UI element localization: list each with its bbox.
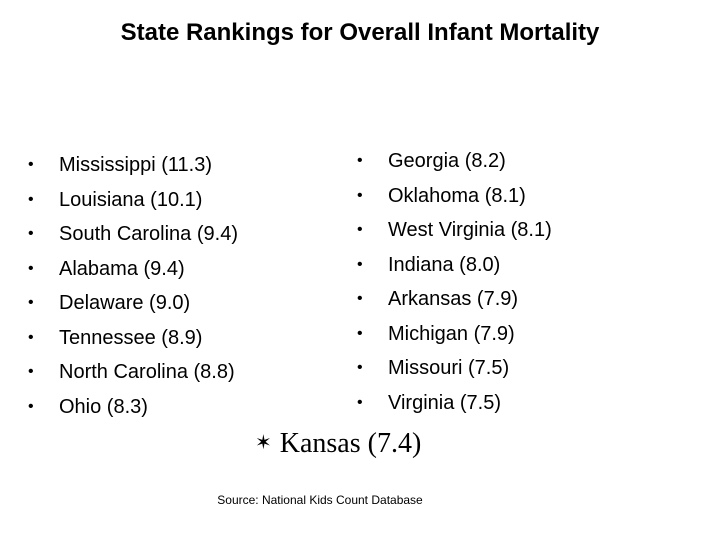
list-item: • North Carolina (8.8) xyxy=(28,355,238,390)
state-rank: Alabama (9.4) xyxy=(59,257,185,280)
state-rank: Arkansas (7.9) xyxy=(388,288,519,310)
list-item: • Mississippi (11.3) xyxy=(28,148,238,183)
state-rank: Michigan (7.9) xyxy=(388,322,515,345)
ranking-list-left: • Mississippi (11.3) • Louisiana (10.1) • S… xyxy=(28,148,238,424)
list-item: • West Virginia (8.1) xyxy=(357,213,552,248)
bullet-icon: • xyxy=(357,359,363,376)
bullet-icon: • xyxy=(28,225,34,242)
bullet-icon: • xyxy=(357,393,363,411)
bullet-icon: • xyxy=(28,397,34,415)
state-rank: Virginia (7.5) xyxy=(388,391,502,414)
state-rank: Mississippi (11.3) xyxy=(59,154,212,176)
bullet-icon: • xyxy=(357,290,363,307)
list-item: • Indiana (8.0) xyxy=(357,248,552,283)
bullet-icon: • xyxy=(357,186,363,204)
highlighted-state-label: Kansas (7.4) xyxy=(279,428,422,459)
list-item: • Georgia (8.2) xyxy=(357,144,552,179)
list-item: • Michigan (7.9) xyxy=(357,317,552,352)
list-item: • Ohio (8.3) xyxy=(28,390,238,425)
list-item: • Missouri (7.5) xyxy=(357,351,552,386)
list-item: • Oklahoma (8.1) xyxy=(357,179,552,214)
state-rank: West Virginia (8.1) xyxy=(388,219,552,241)
list-item: • Louisiana (10.1) xyxy=(28,183,238,218)
list-item: • Tennessee (8.9) xyxy=(28,321,238,356)
state-rank: Missouri (7.5) xyxy=(388,357,510,379)
bullet-icon: • xyxy=(28,259,34,277)
highlighted-state: ✶ Kansas (7.4) xyxy=(255,428,421,460)
list-item: • Virginia (7.5) xyxy=(357,386,552,421)
state-rank: Oklahoma (8.1) xyxy=(388,184,526,207)
ranking-list-right: • Georgia (8.2) • Oklahoma (8.1) • West Vir… xyxy=(357,144,552,420)
bullet-icon: • xyxy=(28,328,34,346)
list-item: • South Carolina (9.4) xyxy=(28,217,238,252)
bullet-icon: • xyxy=(28,156,34,173)
state-rank: Louisiana (10.1) xyxy=(59,188,203,211)
state-rank: South Carolina (9.4) xyxy=(59,223,238,245)
list-item: • Alabama (9.4) xyxy=(28,252,238,287)
bullet-icon: • xyxy=(357,255,363,273)
page-title: State Rankings for Overall Infant Mortal… xyxy=(120,19,600,46)
bullet-icon: • xyxy=(357,324,363,342)
list-item: • Arkansas (7.9) xyxy=(357,282,552,317)
state-rank: Delaware (9.0) xyxy=(59,292,191,314)
bullet-icon: • xyxy=(28,294,34,311)
state-rank: Georgia (8.2) xyxy=(388,150,506,172)
star-icon: ✶ xyxy=(255,430,272,454)
list-item: • Delaware (9.0) xyxy=(28,286,238,321)
state-rank: Indiana (8.0) xyxy=(388,253,501,276)
bullet-icon: • xyxy=(28,363,34,380)
state-rank: North Carolina (8.8) xyxy=(59,361,235,383)
source-note: Source: National Kids Count Database xyxy=(217,493,423,507)
bullet-icon: • xyxy=(357,152,363,169)
state-rank: Ohio (8.3) xyxy=(59,395,148,418)
bullet-icon: • xyxy=(357,221,363,238)
bullet-icon: • xyxy=(28,190,34,208)
state-rank: Tennessee (8.9) xyxy=(59,326,203,349)
